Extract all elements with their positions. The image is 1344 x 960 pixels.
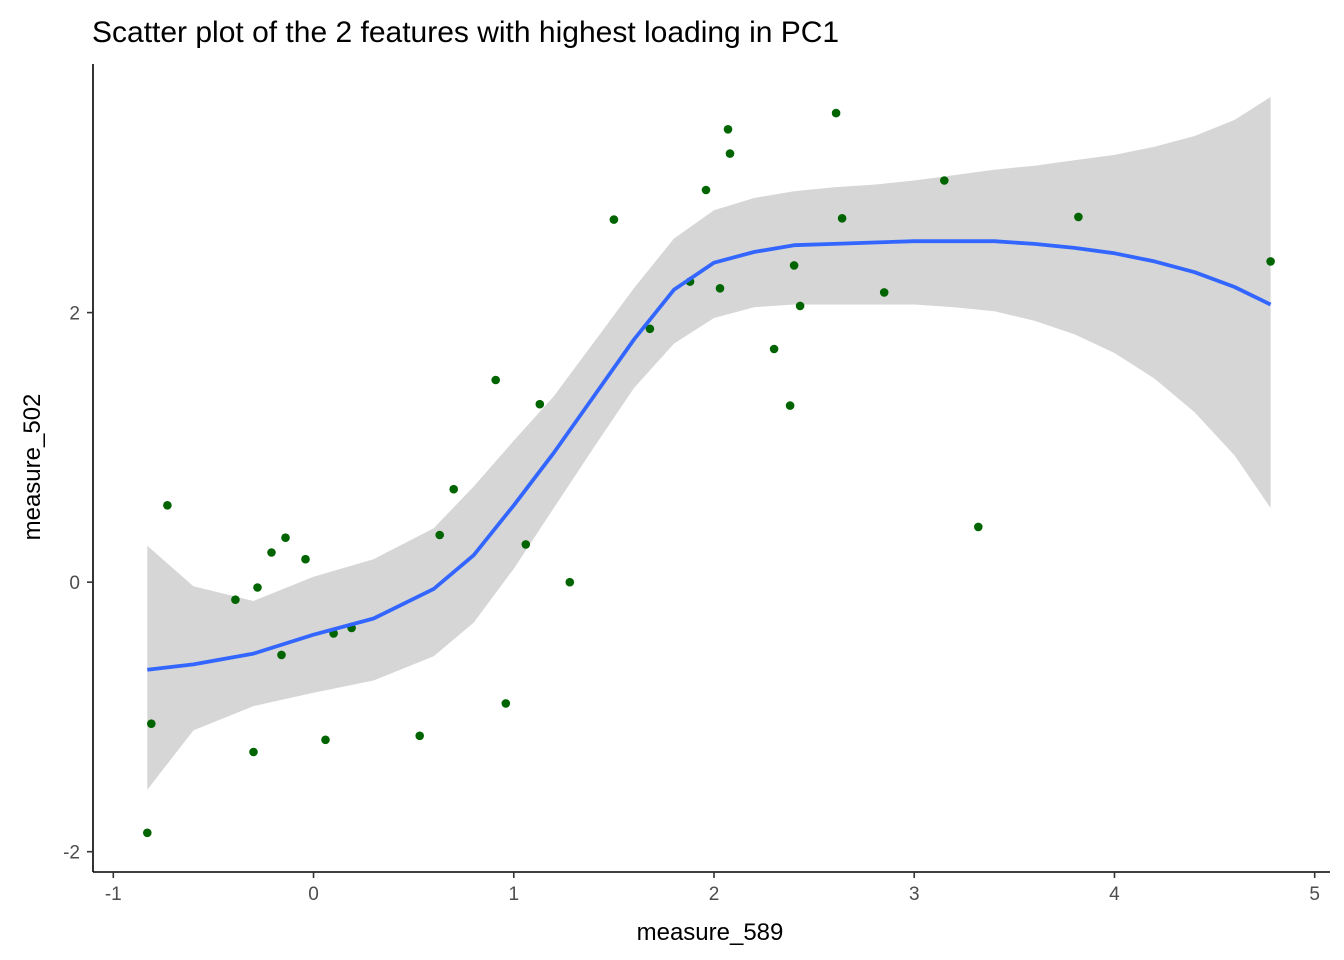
data-point-15 (435, 530, 445, 540)
data-point-29 (769, 344, 779, 354)
data-point-38 (1074, 212, 1083, 222)
x-tick-label-5: 5 (1309, 884, 1320, 905)
data-point-36 (940, 176, 949, 185)
data-point-14 (415, 731, 425, 741)
data-point-3 (163, 501, 172, 510)
data-point-39 (1266, 257, 1275, 266)
data-point-1 (143, 828, 152, 838)
data-point-37 (974, 522, 983, 532)
data-point-16 (449, 484, 459, 494)
data-point-18 (501, 699, 511, 708)
y-tick-label--2: -2 (63, 843, 80, 864)
data-point-11 (321, 735, 330, 745)
x-tick-label-1: 1 (508, 884, 519, 905)
smooth-line (147, 239, 1272, 672)
x-tick-label-2: 2 (709, 884, 720, 905)
data-point-6 (253, 583, 262, 592)
y-axis-ticks: -2 0 2 (63, 304, 93, 864)
chart-title: Scatter plot of the 2 features with high… (92, 16, 839, 49)
x-tick-label-3: 3 (909, 884, 920, 905)
data-point-9 (281, 533, 290, 542)
x-tick-label--1: -1 (105, 884, 122, 905)
data-point-4 (231, 595, 240, 604)
y-axis-title: measure_502 (19, 394, 46, 541)
y-tick-label-2: 2 (69, 304, 80, 325)
data-point-28 (725, 149, 735, 158)
x-axis-title: measure_589 (637, 919, 784, 946)
data-point-2 (147, 719, 156, 728)
data-point-26 (715, 284, 725, 293)
x-axis-ticks: -1 0 1 2 3 4 5 (105, 872, 1320, 905)
data-point-21 (565, 577, 575, 587)
y-tick-label-0: 0 (69, 573, 80, 594)
data-point-5 (249, 747, 258, 757)
data-point-23 (645, 324, 655, 334)
data-point-31 (789, 261, 799, 270)
data-point-7 (267, 548, 276, 557)
confidence-band (147, 97, 1271, 790)
data-point-27 (723, 125, 733, 134)
data-point-30 (785, 401, 795, 410)
confidence-band-layer (147, 97, 1271, 790)
data-point-17 (491, 375, 501, 385)
data-point-22 (609, 215, 619, 224)
data-point-10 (301, 554, 310, 564)
data-point-33 (831, 108, 841, 118)
x-tick-label-4: 4 (1109, 884, 1120, 905)
data-point-34 (837, 214, 847, 223)
data-point-32 (795, 301, 805, 311)
smooth-line-layer (147, 239, 1272, 672)
data-point-20 (535, 399, 545, 409)
data-point-25 (701, 185, 711, 195)
data-point-19 (521, 540, 531, 549)
data-point-8 (277, 650, 286, 660)
data-point-35 (879, 288, 889, 297)
x-tick-label-0: 0 (308, 884, 319, 905)
